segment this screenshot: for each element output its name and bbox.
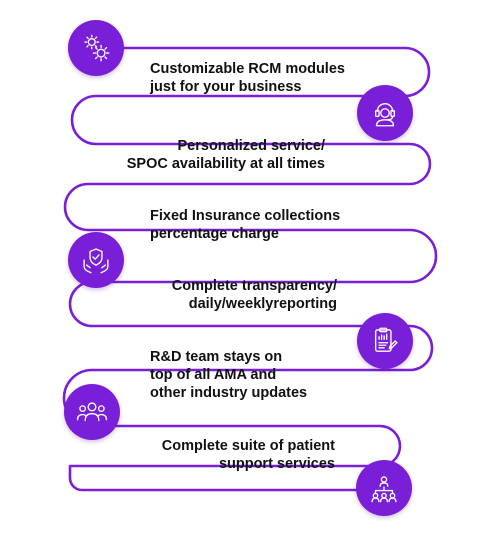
step-6-line-1: Complete suite of patient — [161, 438, 335, 454]
headset-agent-icon — [374, 103, 396, 127]
gears-icon — [84, 34, 110, 62]
step-2-text: Personalized service/ SPOC availability … — [127, 137, 325, 173]
step-6-text: Complete suite of patient support servic… — [162, 437, 335, 473]
step-2-line-2: SPOC availability at all times — [126, 156, 325, 172]
step-1-text: Customizable RCM modules just for your b… — [150, 60, 345, 96]
step-6-icon-badge — [356, 460, 412, 516]
step-1-line-2: just for your business — [150, 79, 302, 95]
step-6-line-2: support services — [218, 456, 335, 472]
step-5-line-2: top of all AMA and — [150, 367, 277, 383]
step-3-icon-badge — [68, 232, 124, 288]
step-1-icon-badge — [68, 20, 124, 76]
step-5-line-1: R&D team stays on — [150, 349, 283, 365]
step-4-line-1: Complete transparency/ — [171, 278, 337, 294]
step-4-text: Complete transparency/ daily/weeklyrepor… — [172, 277, 337, 313]
step-5-icon-badge — [64, 384, 120, 440]
step-1-line-1: Customizable RCM modules — [150, 61, 345, 77]
step-2-line-1: Personalized service/ — [177, 138, 326, 154]
shield-check-hands-icon — [83, 248, 109, 274]
step-5-line-3: other industry updates — [150, 385, 308, 401]
step-5-text: R&D team stays on top of all AMA and oth… — [150, 348, 307, 402]
team-icon — [76, 402, 108, 422]
step-4-line-2: daily/weeklyreporting — [188, 296, 337, 312]
step-3-line-1: Fixed Insurance collections — [150, 208, 341, 224]
step-2-icon-badge — [357, 85, 413, 141]
step-3-text: Fixed Insurance collections percentage c… — [150, 207, 340, 243]
network-people-icon — [371, 476, 397, 503]
step-3-line-2: percentage charge — [150, 226, 279, 242]
clipboard-report-icon — [374, 327, 398, 352]
step-4-icon-badge — [357, 313, 413, 369]
